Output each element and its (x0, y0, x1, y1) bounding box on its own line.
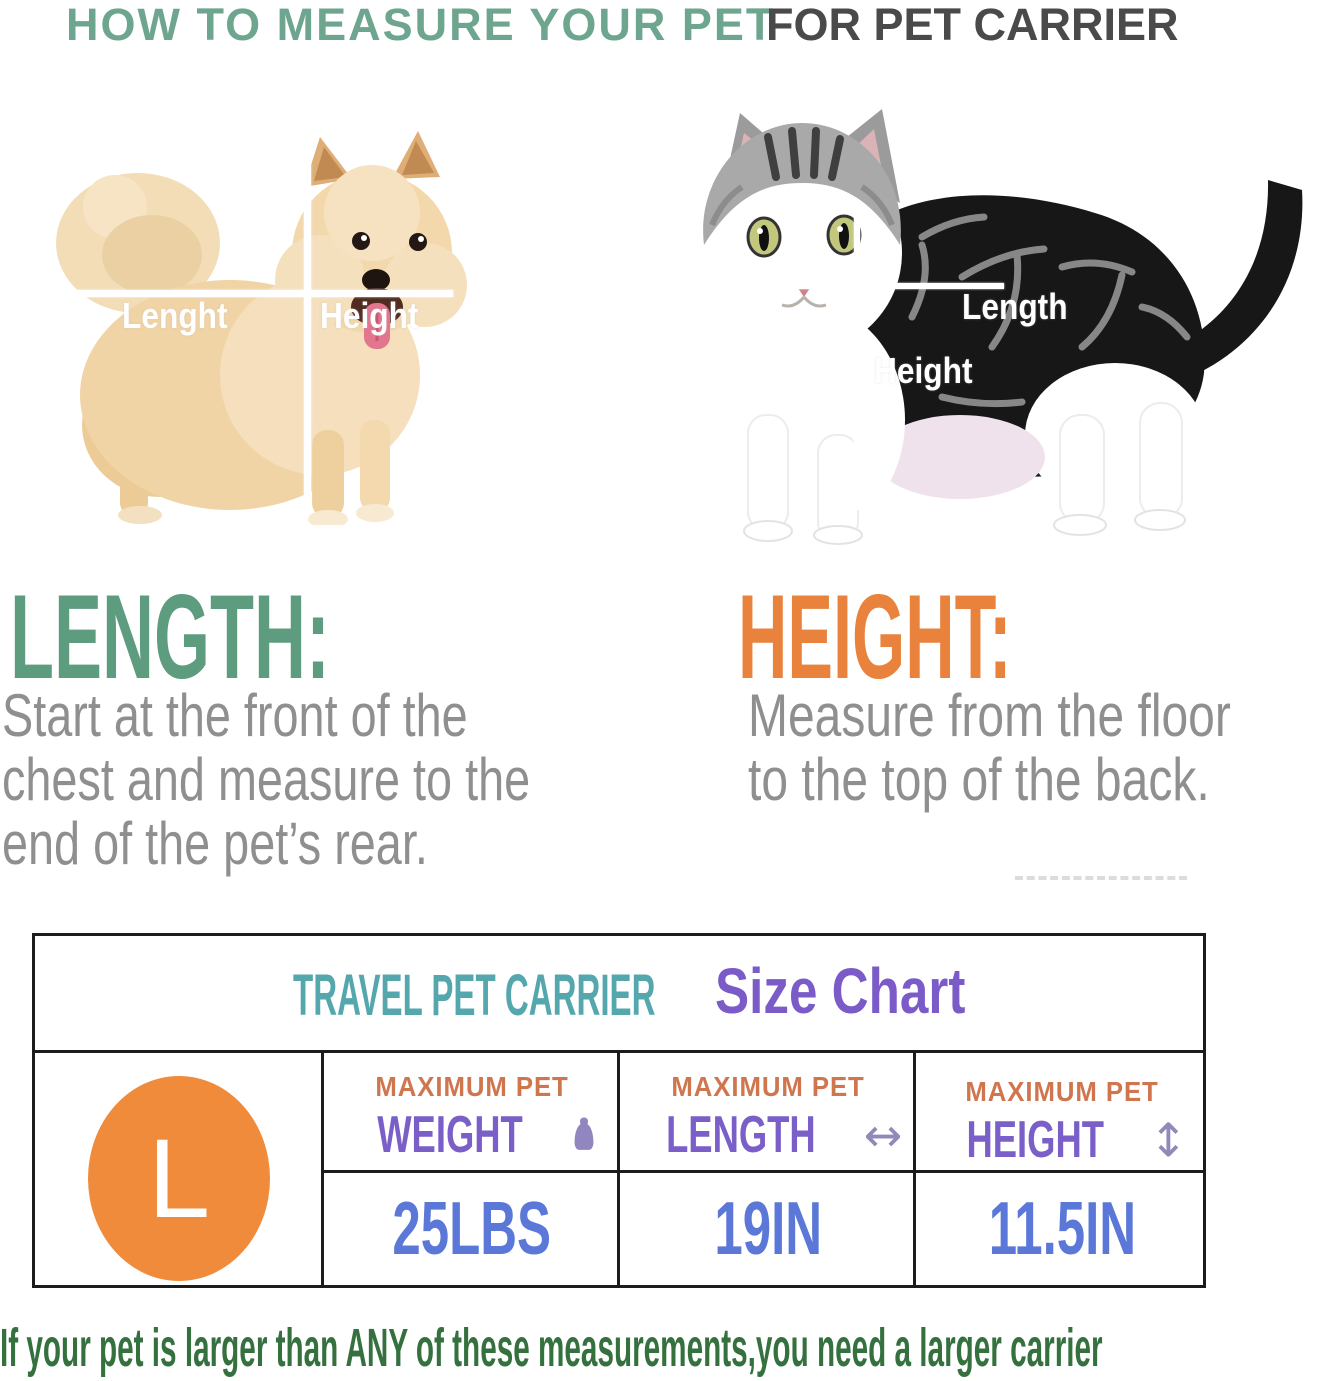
cat-eyes (746, 214, 862, 258)
cat-height-label: Height (874, 350, 973, 391)
product-title: TRAVEL PET CARRIER (293, 963, 656, 1028)
length-heading: LENGTH: (10, 570, 330, 704)
length-value: 19IN (714, 1186, 822, 1270)
length-section: LENGTH: (10, 570, 543, 704)
length-label: LENGTH (665, 1106, 816, 1164)
grid-line (617, 1050, 620, 1285)
footer-note: If your pet is larger than ANY of these … (0, 1318, 1103, 1378)
dog-height-label: Height (320, 295, 419, 336)
length-description: Start at the front of the chest and meas… (2, 684, 530, 876)
column-weight-header: MAXIMUM PET WEIGHT (327, 1071, 617, 1163)
chart-title: Size Chart (715, 955, 966, 1027)
size-chart-table: TRAVEL PET CARRIER Size Chart L MAXIMUM … (32, 933, 1206, 1288)
length-description-line: Start at the front of the (2, 682, 468, 749)
column-length-header: MAXIMUM PET LENGTH ↔ (623, 1071, 913, 1163)
column-height-header: MAXIMUM PET HEIGHT ↕ (917, 1076, 1207, 1168)
height-label: HEIGHT (965, 1111, 1104, 1169)
size-badge-label: L (147, 1115, 211, 1241)
length-description-line: end of the pet’s rear. (2, 810, 428, 877)
height-value: 11.5IN (988, 1186, 1136, 1270)
size-badge: L (88, 1076, 270, 1281)
page-subtitle: FOR PET CARRIER (766, 0, 1179, 50)
height-description-line: to the top of the back. (748, 746, 1210, 813)
cat-length-label: Length (962, 286, 1068, 327)
arrow-vertical-icon: ↕ (1148, 1113, 1188, 1167)
maximum-pet-label: MAXIMUM PET (965, 1076, 1159, 1107)
height-description: Measure from the floor to the top of the… (748, 684, 1231, 812)
maximum-pet-label: MAXIMUM PET (671, 1071, 865, 1102)
dog-tail (56, 173, 220, 313)
dog-length-line (30, 290, 453, 297)
maximum-pet-label: MAXIMUM PET (375, 1071, 569, 1102)
height-section: HEIGHT: (738, 570, 1218, 704)
cat-head (702, 109, 902, 353)
cat-height-line (854, 204, 860, 510)
weight-label: WEIGHT (377, 1106, 523, 1164)
grid-line (913, 1050, 916, 1285)
dog-height-line (304, 164, 311, 508)
arrow-horizontal-icon: ↔ (863, 1108, 903, 1162)
grid-line (321, 1050, 324, 1285)
weight-value: 25LBS (392, 1186, 552, 1270)
weight-icon (574, 1117, 594, 1150)
dog-length-label: Lenght (122, 295, 228, 336)
height-description-line: Measure from the floor (748, 682, 1231, 749)
length-description-line: chest and measure to the (2, 746, 531, 813)
page-title: HOW TO MEASURE YOUR PET (66, 0, 776, 50)
height-heading: HEIGHT: (738, 570, 1012, 704)
grid-line (321, 1170, 1203, 1173)
dashed-divider (1015, 876, 1187, 880)
